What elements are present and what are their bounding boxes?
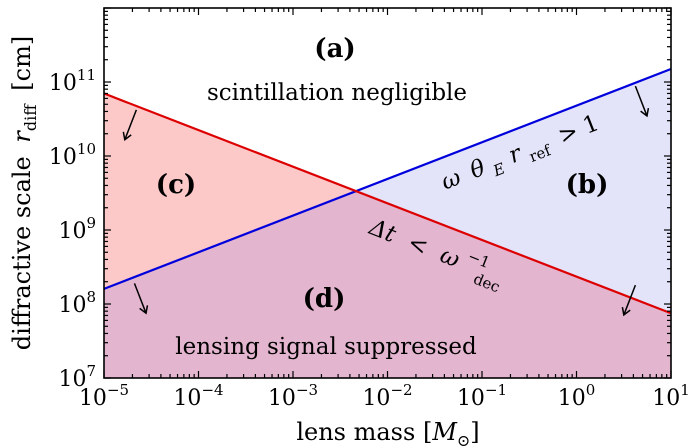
y-tick-label: 1010 <box>49 140 96 170</box>
region-c-label: (c) <box>156 170 196 200</box>
region-a-label: (a) <box>314 34 355 64</box>
region-b-fill <box>356 69 671 314</box>
region-d-description: lensing signal suppressed <box>175 334 477 360</box>
direction-arrowhead-red <box>621 306 631 317</box>
direction-arrow-red <box>124 109 138 140</box>
y-tick-label: 1011 <box>49 66 96 96</box>
direction-arrowhead-red <box>122 131 132 142</box>
xlabel-M: M <box>431 418 458 446</box>
arrows-group <box>122 85 650 317</box>
ylabel-r: r <box>8 130 36 143</box>
y-axis-label: diffractive scale rdiff [cm] <box>8 36 42 350</box>
region-c-fill <box>104 93 356 289</box>
x-tick-label: 10−2 <box>362 381 412 411</box>
x-tick-label: 10−5 <box>79 381 129 411</box>
region-d-fill <box>104 191 671 378</box>
ylabel-text: diffractive scale <box>8 156 36 350</box>
direction-arrow-blue <box>634 85 648 117</box>
ticks-group: 10−5 10−4 10−3 10−2 10−1 100 101 107 108 109 1010 1… <box>49 7 690 411</box>
x-tick-label: 10−4 <box>173 381 223 411</box>
blue-cond-r: r <box>505 140 527 169</box>
y-tick-label: 109 <box>58 214 96 244</box>
ylabel-sub: diff <box>21 103 40 131</box>
x-axis-label: lens mass [M⊙] <box>296 418 479 446</box>
direction-arrowhead-blue <box>139 305 149 315</box>
xlabel-sun: ⊙ <box>457 431 470 446</box>
series-line-red <box>104 92 671 315</box>
ylabel-unit: [cm] <box>8 36 36 91</box>
x-tick-label: 10−3 <box>268 381 318 411</box>
y-tick-label: 108 <box>58 288 96 318</box>
y-tick-label: 107 <box>58 362 96 392</box>
x-tick-label: 101 <box>652 381 690 411</box>
direction-arrowhead-blue <box>640 107 650 118</box>
direction-arrow-blue <box>133 283 147 314</box>
region-b-label: (b) <box>566 170 609 200</box>
region-a-description: scintillation negligible <box>207 80 467 106</box>
direction-arrow-red <box>623 284 637 316</box>
series-line-blue <box>104 67 671 290</box>
region-d-label: (d) <box>303 284 346 314</box>
xlabel-close: ] <box>470 418 479 446</box>
x-tick-label: 10−1 <box>457 381 507 411</box>
xlabel-text: lens mass [ <box>296 418 432 446</box>
x-tick-label: 100 <box>558 381 596 411</box>
